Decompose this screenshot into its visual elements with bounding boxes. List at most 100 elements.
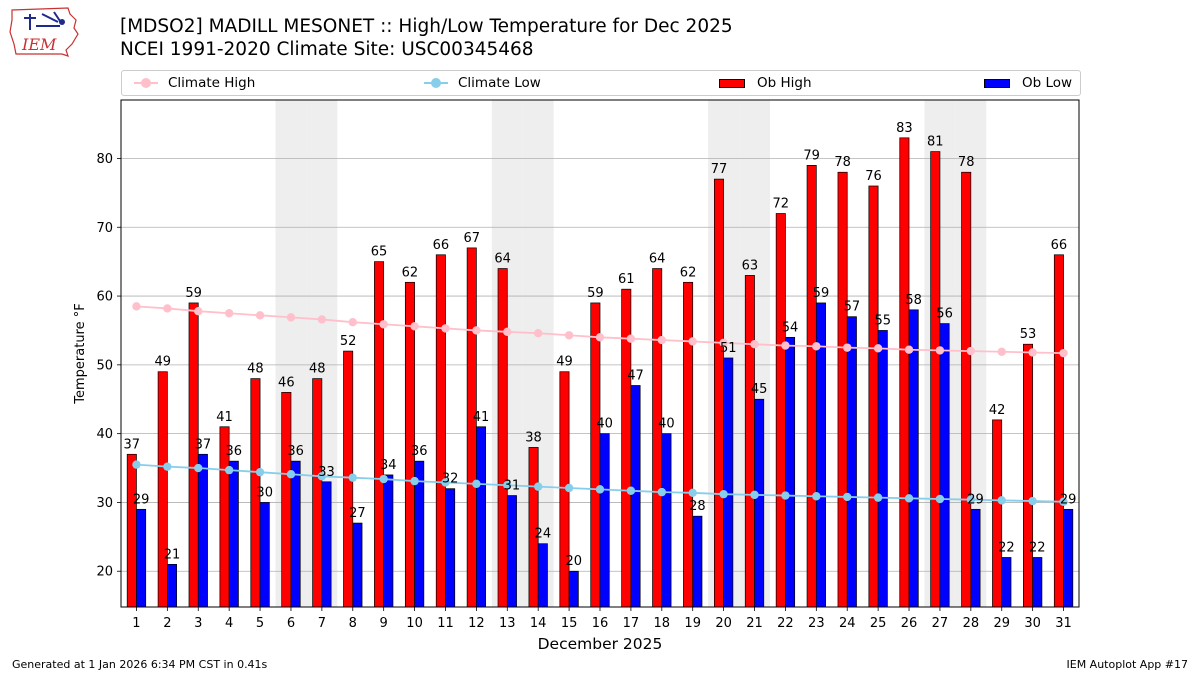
ob-high-data-label: 42 — [989, 403, 1006, 418]
climate-low-point — [595, 485, 605, 494]
ob-low-bar — [877, 330, 888, 608]
ob-high-bar — [713, 178, 724, 608]
climate-high-point — [379, 320, 388, 329]
y-tick-label: 30 — [96, 496, 113, 511]
x-tick-label: 7 — [318, 616, 326, 631]
ob-low-data-label: 33 — [318, 465, 335, 480]
climate-high-point — [472, 326, 481, 335]
ob-low-data-label: 57 — [844, 300, 861, 315]
legend-climate-low: Climate Low — [424, 71, 541, 95]
climate-low-point — [503, 481, 512, 490]
x-tick-label: 17 — [623, 616, 640, 631]
climate-high-point — [626, 334, 636, 343]
x-tick-label: 4 — [225, 616, 233, 631]
ob-high-data-label: 66 — [1051, 238, 1068, 253]
ob-high-bar — [435, 254, 446, 608]
ob-high-data-label: 78 — [958, 155, 975, 170]
ob-low-bar — [908, 309, 919, 608]
climate-low-point — [255, 467, 265, 477]
climate-high-point — [1028, 348, 1037, 357]
ob-low-data-label: 22 — [998, 540, 1015, 555]
ob-low-data-label: 22 — [1029, 540, 1046, 555]
climate-low-point — [317, 472, 327, 481]
ob-low-data-label: 36 — [411, 444, 428, 459]
ob-low-bar — [136, 508, 147, 608]
y-tick-label: 50 — [96, 358, 113, 373]
ob-high-data-label: 41 — [216, 410, 233, 425]
climate-high-point — [781, 341, 790, 350]
ob-high-data-label: 59 — [185, 286, 202, 301]
ob-low-bar — [970, 508, 981, 608]
climate-low-point — [781, 491, 790, 500]
ob-low-data-label: 36 — [226, 444, 243, 459]
climate-low-point — [533, 482, 543, 491]
climate-low-point — [224, 465, 234, 475]
climate-low-point — [132, 460, 141, 469]
climate-low-point — [997, 496, 1006, 505]
x-axis-title: December 2025 — [538, 635, 663, 653]
climate-low-point — [657, 487, 667, 497]
ob-low-bar — [630, 385, 641, 608]
ob-high-bar — [157, 371, 168, 608]
ob-low-bar — [259, 502, 270, 608]
ob-high-data-label: 48 — [247, 362, 264, 377]
x-tick-label: 15 — [561, 616, 578, 631]
x-tick-label: 27 — [932, 616, 949, 631]
x-tick-label: 8 — [349, 616, 357, 631]
climate-low-point — [379, 474, 388, 484]
x-tick-label: 16 — [592, 616, 609, 631]
climate-low-point — [688, 488, 697, 498]
x-tick-label: 5 — [256, 616, 264, 631]
x-tick-label: 28 — [963, 616, 980, 631]
anemometer-icon — [59, 19, 65, 25]
ob-low-bar — [723, 357, 734, 608]
ob-high-data-label: 62 — [402, 265, 419, 280]
climate-low-point — [441, 478, 450, 487]
ob-low-data-label: 37 — [195, 437, 212, 452]
climate-low-point — [719, 489, 728, 499]
legend-label: Climate High — [168, 75, 256, 91]
ob-low-data-label: 56 — [936, 307, 953, 322]
ob-low-bar — [445, 488, 456, 608]
ob-low-bar — [599, 433, 610, 608]
ob-high-bar — [806, 165, 817, 608]
ob-low-data-label: 28 — [689, 499, 706, 514]
x-tick-label: 31 — [1055, 616, 1072, 631]
chart-subtitle: NCEI 1991-2020 Climate Site: USC00345468 — [120, 39, 534, 60]
ob-low-bar — [661, 433, 672, 608]
climate-high-point — [843, 343, 852, 352]
x-tick-label: 26 — [901, 616, 918, 631]
iem-logo: IEM — [9, 7, 79, 57]
ob-high-data-label: 49 — [556, 355, 573, 370]
ob-low-data-label: 20 — [565, 554, 582, 569]
climate-high-point — [873, 344, 883, 353]
climate-high-point — [533, 329, 543, 338]
x-tick-label: 2 — [163, 616, 171, 631]
climate-high-point — [564, 331, 574, 340]
ob-low-data-label: 51 — [720, 341, 737, 356]
climate-low-point — [843, 492, 852, 502]
legend-ob-low: Ob Low — [984, 71, 1072, 95]
app-note: IEM Autoplot App #17 — [1066, 658, 1189, 671]
ob-high-data-label: 62 — [680, 265, 697, 280]
ob-low-data-label: 27 — [349, 506, 366, 521]
x-tick-label: 10 — [406, 616, 423, 631]
ob-high-data-label: 81 — [927, 135, 944, 150]
ob-high-bar — [1023, 343, 1033, 608]
ob-high-data-label: 77 — [711, 162, 728, 177]
ob-high-bar — [312, 378, 323, 608]
ob-low-bar — [197, 453, 208, 608]
ob-low-bar — [1001, 557, 1012, 608]
x-tick-label: 14 — [530, 616, 547, 631]
climate-low-point — [935, 494, 945, 504]
ob-low-bar — [785, 336, 796, 608]
ob-high-data-label: 64 — [649, 252, 666, 267]
ob-low-data-label: 45 — [751, 382, 768, 397]
ob-low-bar — [537, 543, 548, 608]
ob-high-bar — [992, 419, 1003, 608]
climate-low-point — [812, 492, 821, 501]
ob-high-bar — [744, 275, 755, 608]
climate-high-point — [286, 313, 296, 322]
climate-high-point — [966, 346, 976, 356]
